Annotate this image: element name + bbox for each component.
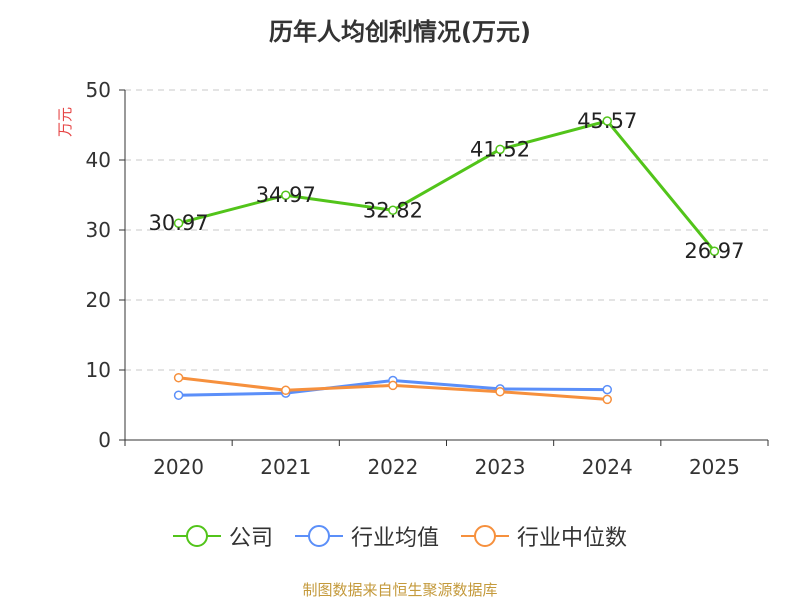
data-point — [388, 380, 398, 391]
data-point — [495, 386, 505, 397]
data-label: 32.82 — [363, 198, 423, 222]
legend-item[interactable]: 行业中位数 — [461, 520, 627, 552]
data-label: 34.97 — [256, 183, 316, 207]
data-point — [281, 190, 291, 200]
x-tick-label: 2025 — [689, 455, 740, 479]
data-label: 41.52 — [470, 137, 530, 161]
data-point — [173, 390, 184, 400]
x-tick-label: 2024 — [582, 455, 633, 479]
y-tick-label: 50 — [86, 78, 111, 102]
chart-title: 历年人均创利情况(万元) — [269, 18, 531, 46]
y-tick-label: 10 — [86, 358, 111, 382]
x-tick-label: 2020 — [153, 455, 204, 479]
data-label: 26.97 — [684, 239, 744, 263]
legend-label: 行业中位数 — [517, 526, 628, 551]
data-point — [173, 218, 184, 228]
data-label: 30.97 — [149, 211, 209, 235]
data-point — [602, 116, 612, 126]
data-label: 45.57 — [577, 109, 637, 133]
data-point — [388, 205, 398, 216]
x-tick-label: 2021 — [260, 455, 311, 479]
legend-marker — [185, 525, 208, 547]
x-tick-label: 2023 — [475, 455, 526, 479]
y-tick-label: 20 — [86, 288, 111, 312]
legend-marker — [307, 525, 330, 547]
legend-item[interactable]: 公司 — [172, 520, 273, 552]
legend: 公司 行业均值 行业中位数 — [0, 520, 800, 552]
y-axis-label: 万元 — [56, 107, 74, 137]
data-point — [602, 384, 612, 395]
legend-swatch-icon — [461, 525, 509, 547]
data-point — [709, 246, 720, 256]
legend-marker — [474, 525, 496, 547]
y-tick-label: 0 — [98, 428, 111, 452]
legend-swatch-icon — [172, 525, 221, 547]
data-point — [281, 385, 291, 396]
data-point — [495, 144, 505, 155]
source-footer: 制图数据来自恒生聚源数据库 — [302, 581, 498, 599]
series-line-0 — [178, 119, 716, 253]
legend-label: 公司 — [228, 526, 273, 551]
legend-label: 行业均值 — [350, 526, 439, 551]
legend-swatch-icon — [294, 525, 343, 547]
data-point — [173, 372, 184, 383]
legend-item[interactable]: 行业均值 — [294, 520, 439, 552]
y-tick-label: 40 — [86, 148, 111, 172]
x-tick-label: 2022 — [367, 455, 418, 479]
y-tick-label: 30 — [86, 218, 111, 242]
data-point — [602, 394, 612, 405]
